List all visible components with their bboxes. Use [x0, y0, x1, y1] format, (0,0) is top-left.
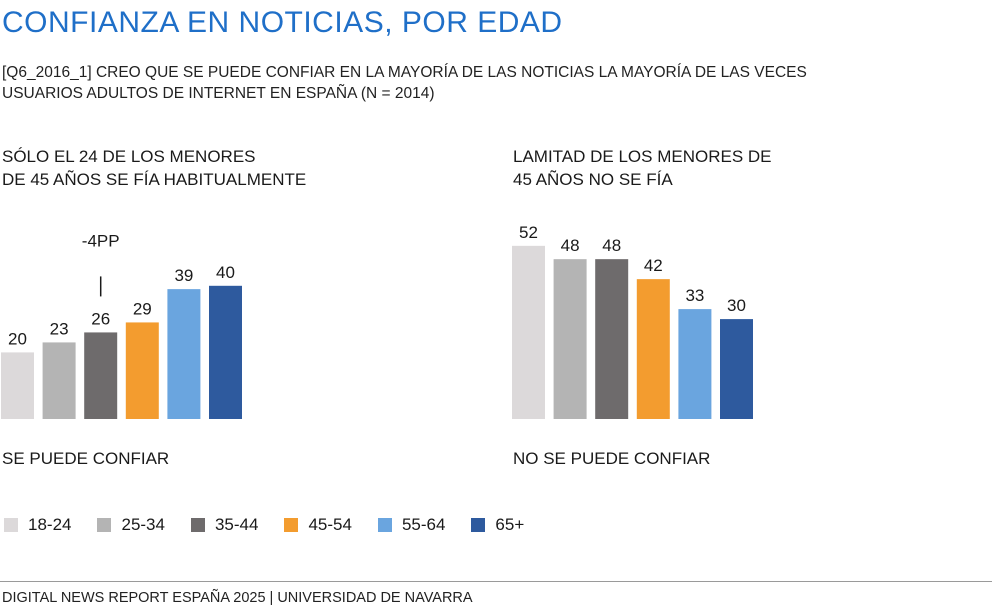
bar-trust-45-54 [125, 322, 159, 419]
bar-charts: 20 23 26 -4PP 29 39 40 52 48 48 42 33 30 [1, 223, 753, 419]
bar-distrust-45-54 [636, 279, 670, 419]
bar-trust-18-24 [1, 352, 34, 419]
footer-divider [0, 581, 992, 582]
legend-item-65+: 65+ [471, 515, 524, 535]
bar-distrust-18-24 [512, 245, 545, 419]
value-label-trust-55-64: 39 [174, 266, 193, 285]
bar-trust-65+ [209, 285, 242, 419]
value-label-distrust-65+: 30 [727, 296, 746, 315]
subtitle-line-2: USUARIOS ADULTOS DE INTERNET EN ESPAÑA (… [2, 85, 435, 102]
legend-label: 35-44 [214, 515, 259, 534]
headline-distrust: LAMITAD DE LOS MENORES DE 45 AÑOS NO SE … [513, 145, 772, 191]
headline-trust: SÓLO EL 24 DE LOS MENORES DE 45 AÑOS SE … [2, 145, 306, 191]
footer-source: DIGITAL NEWS REPORT ESPAÑA 2025 | UNIVER… [2, 590, 473, 606]
value-label-distrust-35-44: 48 [602, 236, 621, 255]
legend-item-35-44: 35-44 [190, 515, 259, 535]
value-label-trust-45-54: 29 [133, 299, 152, 318]
legend-swatch [97, 518, 112, 532]
xlabel-trust: SE PUEDE CONFIAR [2, 449, 170, 468]
legend-label: 65+ [495, 515, 525, 534]
chart-trust: 20 23 26 -4PP 29 39 40 [1, 231, 242, 419]
headline-distrust-line-2: 45 AÑOS NO SE FÍA [513, 170, 673, 189]
headline-trust-line-1: SÓLO EL 24 DE LOS MENORES [2, 147, 256, 166]
value-label-distrust-18-24: 52 [519, 223, 538, 242]
legend: 18-24 25-34 35-44 45-54 55-64 65+ [4, 515, 550, 535]
bar-trust-35-44 [84, 332, 118, 419]
legend-item-18-24: 18-24 [4, 515, 71, 535]
xlabel-distrust: NO SE PUEDE CONFIAR [513, 449, 711, 468]
chart-distrust: 52 48 48 42 33 30 [512, 223, 753, 419]
legend-item-45-54: 45-54 [284, 515, 352, 535]
value-label-distrust-55-64: 33 [685, 286, 704, 305]
value-label-trust-35-44: 26 [91, 309, 110, 328]
annotation-label: -4PP [82, 231, 120, 250]
chart-subtitle: [Q6_2016_1] CREO QUE SE PUEDE CONFIAR EN… [2, 62, 902, 104]
legend-swatch [471, 518, 486, 532]
value-label-trust-65+: 40 [216, 263, 235, 282]
legend-label: 18-24 [28, 515, 72, 534]
bar-distrust-65+ [720, 319, 753, 419]
headline-trust-line-2: DE 45 AÑOS SE FÍA HABITUALMENTE [2, 170, 307, 189]
value-label-trust-18-24: 20 [8, 329, 27, 348]
legend-item-25-34: 25-34 [97, 515, 165, 535]
legend-label: 25-34 [121, 515, 165, 534]
value-label-trust-25-34: 23 [50, 319, 69, 338]
legend-swatch [4, 518, 18, 532]
subtitle-line-1: [Q6_2016_1] CREO QUE SE PUEDE CONFIAR EN… [2, 64, 807, 81]
bar-distrust-25-34 [553, 259, 587, 419]
bar-trust-55-64 [167, 289, 201, 419]
legend-swatch [377, 518, 392, 532]
legend-label: 55-64 [401, 515, 446, 534]
legend-swatch [284, 518, 299, 532]
bar-distrust-35-44 [595, 259, 629, 419]
bar-trust-25-34 [42, 342, 76, 419]
bar-distrust-55-64 [678, 309, 712, 419]
page-title: CONFIANZA EN NOTICIAS, POR EDAD [2, 6, 563, 39]
value-label-distrust-25-34: 48 [561, 236, 580, 255]
legend-label: 45-54 [308, 515, 352, 534]
headline-distrust-line-1: LAMITAD DE LOS MENORES DE [513, 147, 772, 166]
legend-swatch [190, 518, 205, 532]
value-label-distrust-45-54: 42 [644, 256, 663, 275]
legend-item-55-64: 55-64 [377, 515, 446, 535]
